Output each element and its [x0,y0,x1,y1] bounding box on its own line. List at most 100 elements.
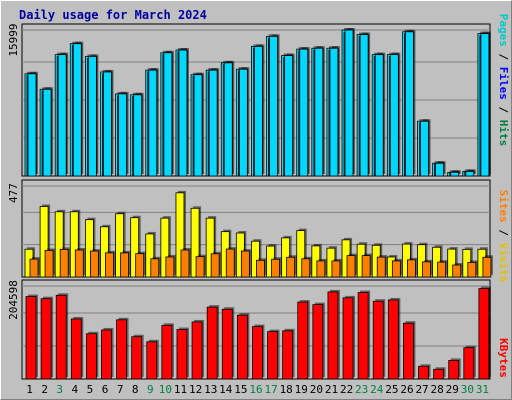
bar-pages-day-5 [87,56,97,177]
bar-sites-day-21 [331,260,341,278]
panel-1-ymax-label: 15999 [7,23,20,56]
panel-3-ymax-label: 204598 [7,280,20,320]
legend-top-hits: Hits [497,120,510,147]
bar-pages-day-17 [269,35,278,177]
bar-pages-day-24 [374,54,384,177]
bar-pages-day-8 [133,94,143,177]
legend-bottom: KBytes [497,338,510,378]
bar-kbytes-day-28 [433,368,445,380]
bar-kbytes-day-16 [252,326,263,380]
bar-sites-day-27 [422,261,431,278]
bar-sites-day-7 [120,252,129,278]
bar-pages-day-23 [359,34,369,177]
legend-top: Pages / Files / Hits [497,14,510,147]
x-tick-label-22: 22 [340,383,353,396]
bar-pages-day-25 [389,54,399,177]
x-tick-label-9: 9 [147,383,154,396]
bar-sites-day-14 [225,248,235,278]
x-tick-label-19: 19 [295,383,308,396]
x-tick-label-26: 26 [400,383,413,396]
bar-pages-day-19 [299,48,309,177]
bar-kbytes-day-15 [236,314,248,380]
x-tick-label-7: 7 [117,383,124,396]
bar-sites-day-15 [240,250,250,278]
panel-2-ymax-label: 477 [7,183,20,203]
bar-visits-day-4 [69,211,79,278]
bar-sites-day-25 [391,260,401,278]
bar-sites-day-20 [316,260,326,278]
bar-sites-day-23 [361,255,371,278]
bar-kbytes-day-2 [40,298,52,380]
bar-sites-day-24 [376,256,386,278]
bar-pages-day-9 [148,69,158,177]
bar-visits-day-2 [39,206,49,278]
bar-sites-day-18 [286,256,296,278]
bar-sites-day-28 [437,261,447,278]
bar-pages-day-21 [329,47,339,177]
bar-kbytes-day-13 [206,306,218,380]
x-tick-label-28: 28 [431,383,444,396]
bar-pages-day-12 [193,74,203,177]
bar-pages-day-3 [57,54,67,177]
bar-kbytes-day-31 [478,288,490,380]
bar-sites-day-8 [135,253,145,278]
bar-sites-day-29 [452,264,462,278]
bar-visits-day-9 [145,233,155,278]
x-tick-label-10: 10 [159,383,172,396]
bar-kbytes-day-7 [116,319,127,380]
x-tick-label-6: 6 [102,383,109,396]
x-tick-label-12: 12 [189,383,202,396]
chart-marks [24,28,493,380]
bar-sites-day-30 [467,262,477,278]
x-tick-label-13: 13 [204,383,217,396]
bar-pages-day-30 [465,171,475,177]
x-tick-label-8: 8 [132,383,139,396]
x-tick-label-27: 27 [415,383,428,396]
bar-kbytes-day-29 [448,359,460,380]
bar-kbytes-day-26 [403,322,414,380]
bar-kbytes-day-5 [85,333,97,380]
x-tick-label-31: 31 [476,383,489,396]
bar-kbytes-day-18 [282,330,294,380]
x-tick-label-11: 11 [174,383,187,396]
bar-sites-day-12 [195,256,205,278]
bar-kbytes-day-14 [221,308,233,380]
bar-pages-day-16 [254,46,263,177]
x-tick-label-23: 23 [355,383,368,396]
bar-kbytes-day-27 [418,365,429,380]
bar-visits-day-13 [205,217,215,278]
x-tick-label-3: 3 [56,383,63,396]
bar-kbytes-day-11 [176,329,188,380]
bar-sites-day-4 [74,249,84,278]
bar-pages-day-15 [238,68,248,177]
bar-pages-day-11 [178,49,188,177]
bar-kbytes-day-3 [55,294,67,380]
legend-top-files: Files [497,67,510,100]
bar-sites-day-26 [407,259,416,278]
legend-top-separator: / [497,100,510,120]
bar-pages-day-27 [420,120,429,177]
bar-sites-day-17 [271,258,280,278]
bar-visits-day-19 [296,230,306,278]
bar-pages-day-7 [118,93,127,177]
x-tick-label-25: 25 [385,383,398,396]
legend-mid-visits: Visits [497,243,510,283]
x-tick-label-17: 17 [264,383,277,396]
x-tick-label-16: 16 [249,383,262,396]
bar-kbytes-day-8 [131,336,143,380]
x-tick-label-1: 1 [26,383,33,396]
bar-visits-day-7 [115,213,124,278]
legend-mid: Sites / Visits [497,190,510,283]
bar-kbytes-day-30 [463,347,475,380]
legend-bottom-kbytes: KBytes [497,338,510,378]
bar-kbytes-day-25 [387,299,399,380]
x-tick-label-15: 15 [234,383,247,396]
chart-labels: 15999 477 204598 Pages / Files / Hits Sites … [7,14,510,396]
bar-kbytes-day-9 [146,341,158,380]
bar-pages-day-20 [314,47,324,177]
bar-pages-day-26 [405,31,414,177]
x-tick-label-18: 18 [280,383,293,396]
bar-sites-day-6 [105,252,114,278]
x-tick-label-2: 2 [41,383,48,396]
legend-mid-separator: / [497,223,510,243]
